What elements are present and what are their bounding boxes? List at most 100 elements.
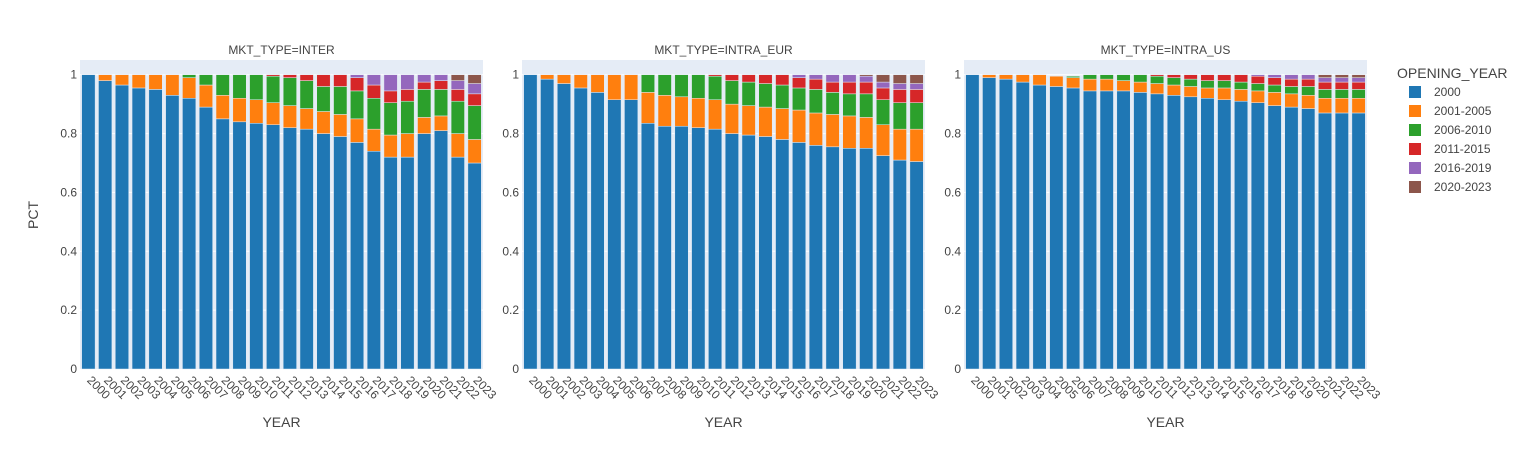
bar-segment-2000-2013 [1183, 96, 1198, 370]
bar-segment-2006-2010-2016 [792, 87, 807, 111]
bar-segment-2011-2015-2017 [1250, 75, 1265, 84]
bar-segment-2001-2005-2023 [909, 128, 924, 162]
bar-segment-2011-2015-2021 [1318, 81, 1332, 90]
y-tick-label: 0.6 [60, 185, 77, 199]
bar-segment-2000-2007 [1082, 90, 1097, 370]
x-axis-title: YEAR [1146, 414, 1184, 430]
bar-segment-2000-2002 [999, 78, 1013, 370]
bar-segment-2001-2005-2016 [350, 118, 365, 143]
bar-segment-2011-2015-2014 [316, 74, 331, 87]
bar-segment-2000-2000 [523, 74, 538, 370]
legend-item-2006-2010[interactable]: 2006-2010 [1409, 123, 1492, 137]
bar-segment-2016-2019-2022 [1334, 77, 1349, 83]
legend-label: 2006-2010 [1434, 123, 1492, 137]
bar-segment-2001-2005-2021 [876, 124, 890, 156]
bar-segment-2000-2006 [1066, 87, 1081, 370]
bar-segment-2001-2005-2019 [842, 115, 857, 149]
bar-segment-2001-2005-2020 [859, 117, 874, 149]
bar-segment-2000-2021 [1318, 112, 1332, 370]
bar-segment-2016-2019-2018 [383, 74, 398, 92]
bar-segment-2006-2010-2008 [1099, 74, 1114, 80]
bar-segment-2016-2019-2020 [1301, 74, 1316, 80]
bar-segment-2001-2005-2023 [1351, 98, 1366, 114]
bar-segment-2016-2019-2017 [808, 74, 823, 80]
bar-segment-2011-2015-2013 [1183, 74, 1198, 80]
bar-segment-2001-2005-2018 [1267, 92, 1282, 106]
bar-segment-2011-2015-2015 [333, 74, 348, 87]
bar-segment-2006-2010-2015 [1217, 80, 1232, 89]
bar-segment-2016-2019-2019 [1284, 74, 1299, 80]
bar-segment-2016-2019-2016 [792, 74, 807, 78]
bar-segment-2001-2005-2023 [467, 139, 482, 164]
bar-segment-2000-2022 [892, 159, 907, 370]
bar-segment-2001-2005-2003 [573, 74, 588, 89]
legend-swatch [1409, 105, 1421, 117]
bar-segment-2000-2015 [333, 136, 348, 370]
bar-segment-2011-2015-2012 [1166, 74, 1181, 78]
y-tick-label: 0.4 [60, 244, 77, 258]
bar-segment-2000-2009 [674, 125, 689, 370]
bar-segment-2001-2005-2010 [691, 98, 706, 128]
bar-segment-2006-2010-2006 [182, 74, 197, 78]
bar-segment-2011-2015-2013 [741, 74, 756, 83]
bar-segment-2000-2008 [1099, 90, 1114, 370]
bar-segment-2000-2016 [792, 142, 807, 370]
bar-segment-2001-2005-2015 [1217, 87, 1232, 100]
bar-segment-2001-2005-2018 [383, 134, 398, 158]
bar-segment-2000-2020 [417, 133, 432, 370]
bar-segment-2000-2010 [691, 127, 706, 370]
y-tick-label: 1 [70, 68, 77, 82]
bar-segment-2001-2005-2016 [1234, 89, 1249, 102]
bar-segment-2000-2020 [859, 148, 874, 370]
bar-segment-2000-2022 [1334, 112, 1349, 370]
bar-segment-2000-2006 [624, 99, 639, 370]
bar-segment-2006-2010-2012 [1166, 77, 1181, 86]
y-axis-title: PCT [25, 201, 41, 229]
legend-item-2011-2015[interactable]: 2011-2015 [1409, 142, 1491, 156]
bar-segment-2016-2019-2023 [1351, 77, 1366, 83]
bar-segment-2020-2023-2023 [909, 74, 924, 84]
bar-segment-2006-2010-2020 [859, 93, 874, 118]
bar-segment-2001-2005-2017 [1250, 90, 1265, 103]
bar-segment-2000-2001 [982, 77, 997, 370]
bar-segment-2016-2019-2017 [366, 74, 381, 86]
bar-segment-2001-2005-2003 [1015, 74, 1030, 83]
bar-segment-2001-2005-2020 [1301, 95, 1316, 109]
bar-segment-2000-2007 [198, 106, 213, 370]
bar-segment-2000-2017 [1250, 102, 1265, 370]
bar-segment-2000-2014 [316, 133, 331, 370]
bar-segment-2001-2005-2008 [215, 95, 230, 120]
bar-segment-2000-2019 [400, 156, 415, 370]
bar-segment-2020-2023-2021 [876, 74, 890, 83]
bar-segment-2001-2005-2012 [724, 103, 739, 134]
bar-segment-2000-2012 [282, 127, 297, 370]
bar-segment-2011-2015-2014 [758, 74, 773, 84]
bar-segment-2016-2019-2018 [825, 74, 840, 83]
legend-item-2001-2005[interactable]: 2001-2005 [1409, 104, 1492, 118]
bar-segment-2000-2001 [540, 78, 555, 370]
legend-label: 2020-2023 [1434, 180, 1492, 194]
bar-segment-2006-2010-2015 [333, 86, 348, 115]
bar-segment-2006-2010-2009 [674, 74, 689, 98]
bar-segment-2000-2001 [98, 80, 113, 370]
bar-segment-2011-2015-2022 [892, 89, 907, 103]
bar-segment-2000-2011 [266, 124, 281, 370]
bar-segment-2011-2015-2016 [1234, 74, 1249, 83]
bar-segment-2011-2015-2021 [876, 87, 890, 100]
bar-segment-2001-2005-2011 [708, 99, 723, 130]
bar-segment-2006-2010-2007 [198, 74, 213, 86]
legend-item-2000[interactable]: 2000 [1409, 85, 1461, 99]
bar-segment-2011-2015-2018 [1267, 77, 1282, 86]
bar-segment-2006-2010-2019 [1284, 86, 1299, 95]
legend-item-2016-2019[interactable]: 2016-2019 [1409, 161, 1492, 175]
bar-segment-2006-2010-2022 [1334, 89, 1349, 99]
bar-segment-2020-2023-2022 [1334, 74, 1349, 78]
bar-segment-2011-2015-2020 [417, 81, 432, 90]
bar-segment-2006-2010-2019 [842, 93, 857, 117]
legend-item-2020-2023[interactable]: 2020-2023 [1409, 180, 1492, 194]
bar-segment-2000-2018 [1267, 105, 1282, 370]
bar-segment-2000-2004 [1032, 84, 1047, 370]
bar-segment-2006-2010-2017 [808, 89, 823, 114]
bar-segment-2000-2012 [1166, 95, 1181, 370]
